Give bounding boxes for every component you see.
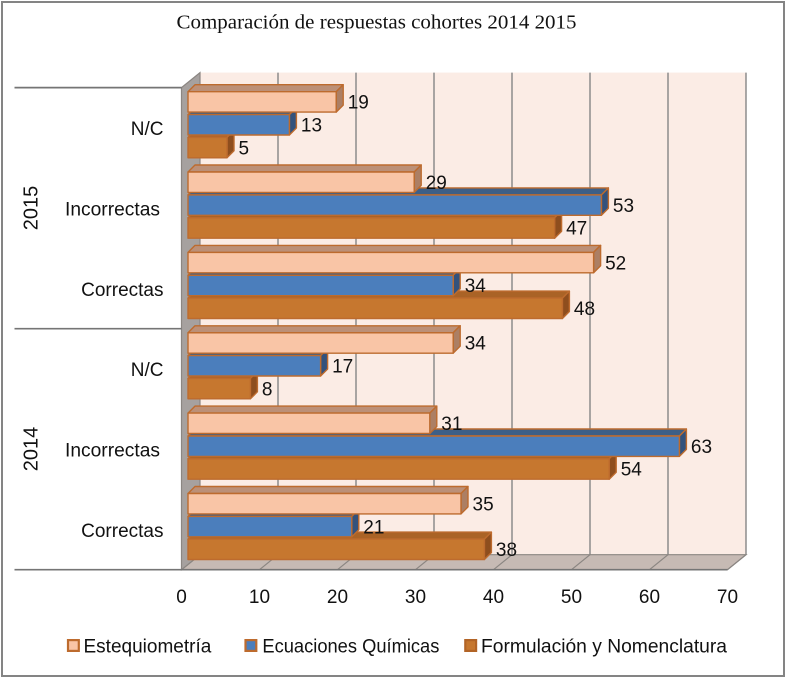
svg-text:21: 21 [363, 517, 384, 538]
svg-text:2015: 2015 [21, 186, 43, 231]
svg-text:Correctas: Correctas [81, 280, 163, 301]
svg-text:47: 47 [566, 219, 587, 240]
svg-text:Ecuaciones Químicas: Ecuaciones Químicas [262, 636, 439, 657]
svg-text:35: 35 [473, 494, 494, 515]
svg-text:5: 5 [239, 138, 250, 159]
svg-text:8: 8 [262, 379, 273, 400]
svg-text:Estequiometría: Estequiometría [84, 636, 212, 657]
svg-text:N/C: N/C [131, 360, 164, 381]
svg-text:52: 52 [605, 253, 626, 274]
svg-text:10: 10 [249, 587, 270, 608]
svg-text:40: 40 [483, 587, 504, 608]
svg-text:48: 48 [574, 299, 595, 320]
svg-text:N/C: N/C [131, 119, 164, 140]
svg-text:60: 60 [639, 587, 660, 608]
svg-text:38: 38 [496, 540, 517, 561]
svg-text:50: 50 [561, 587, 582, 608]
svg-text:Incorrectas: Incorrectas [65, 441, 160, 462]
svg-text:30: 30 [405, 587, 426, 608]
svg-text:13: 13 [301, 116, 322, 137]
svg-text:53: 53 [613, 196, 634, 217]
svg-text:Correctas: Correctas [81, 521, 163, 542]
svg-text:29: 29 [426, 173, 447, 194]
svg-text:20: 20 [327, 587, 348, 608]
svg-text:70: 70 [717, 587, 738, 608]
svg-text:63: 63 [691, 437, 712, 458]
svg-text:31: 31 [441, 414, 462, 435]
svg-text:34: 34 [465, 334, 487, 355]
svg-text:Incorrectas: Incorrectas [65, 200, 160, 221]
svg-text:Formulación y Nomenclatura: Formulación y Nomenclatura [481, 636, 727, 657]
svg-text:17: 17 [332, 357, 353, 378]
svg-text:34: 34 [465, 276, 487, 297]
svg-text:Comparación de respuestas coho: Comparación de respuestas cohortes 2014 … [177, 12, 577, 34]
svg-text:2014: 2014 [21, 427, 43, 472]
svg-text:0: 0 [176, 587, 187, 608]
svg-text:54: 54 [621, 460, 643, 481]
svg-text:19: 19 [348, 93, 369, 114]
